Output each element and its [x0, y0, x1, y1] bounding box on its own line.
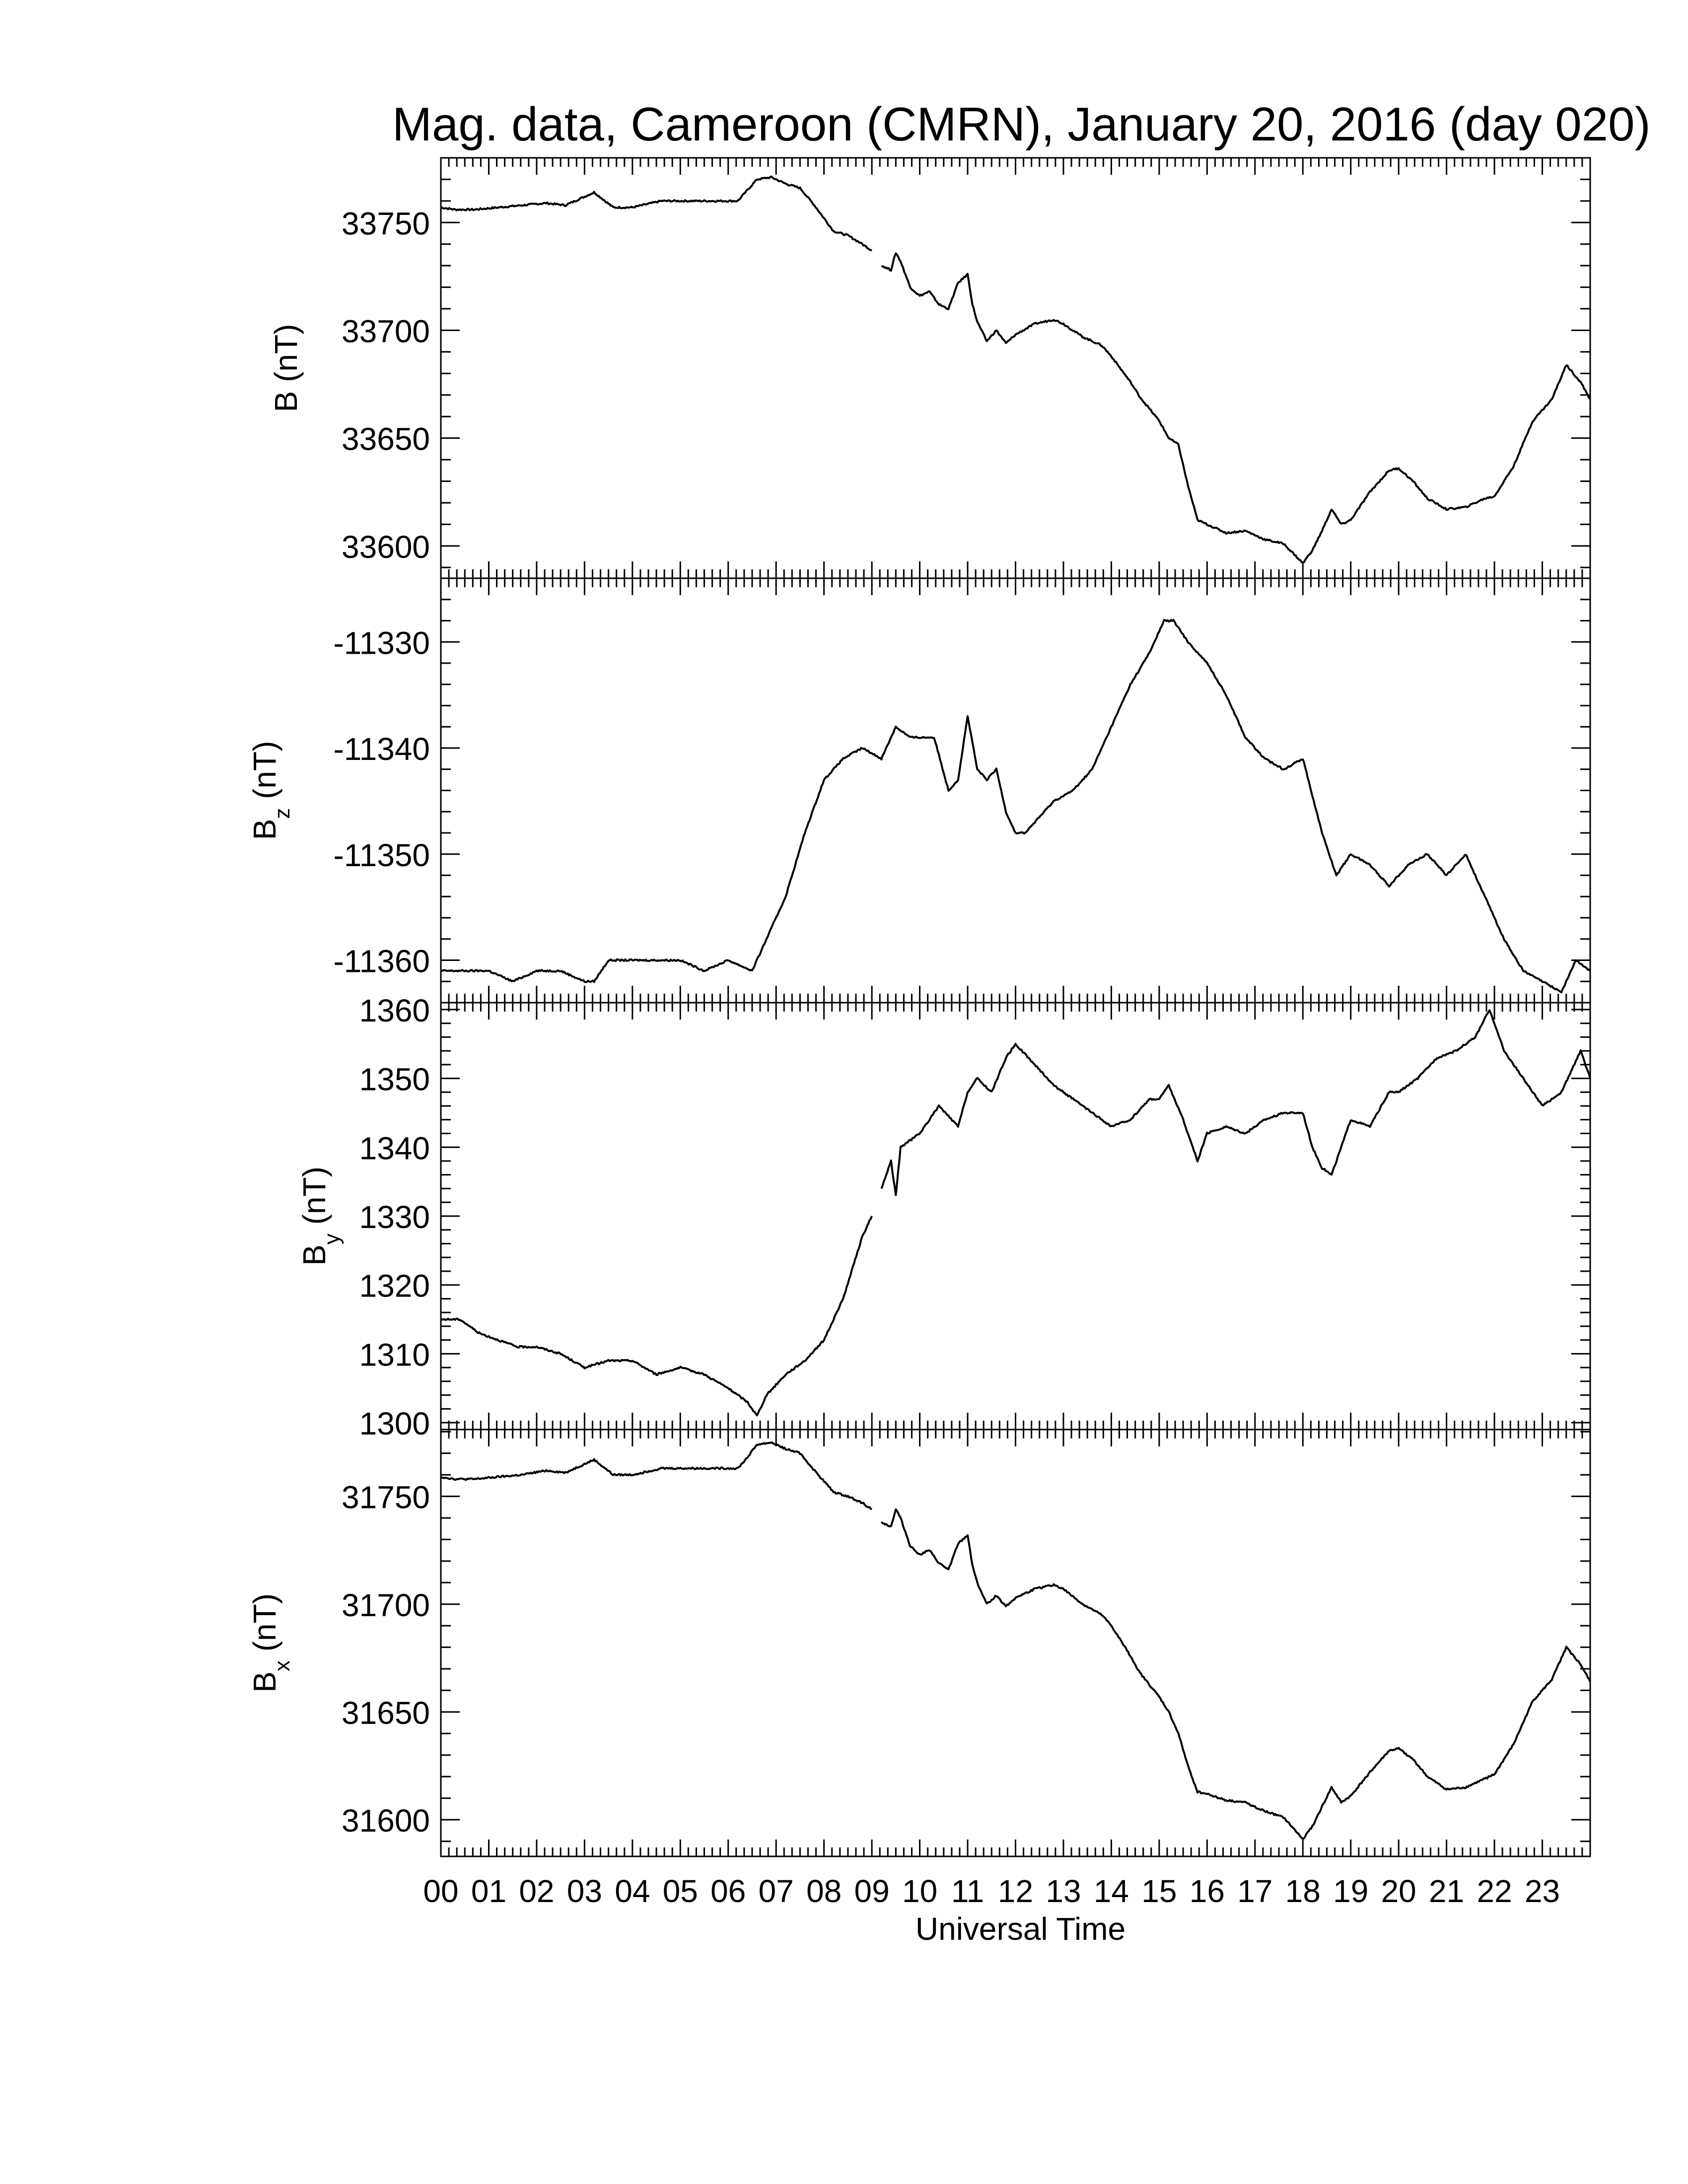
y-tick-label: 33700: [342, 313, 430, 349]
y-axis-label-main: B: [247, 819, 282, 840]
panel-frame-By: [440, 1002, 1591, 1431]
x-tick-label: 22: [1477, 1873, 1512, 1909]
y-tick-label: 33650: [342, 421, 430, 457]
panel-frame-B: [440, 157, 1591, 579]
y-tick-label: 31600: [342, 1803, 430, 1839]
y-axis-label-main: B: [296, 1244, 332, 1266]
panel-frame-Bz: [440, 577, 1591, 1004]
y-tick-label: 1310: [359, 1337, 430, 1372]
y-axis-label-B: B (nT): [268, 324, 304, 412]
x-tick-label: 05: [663, 1873, 698, 1909]
x-tick-label: 02: [519, 1873, 554, 1909]
y-tick-label: 1340: [359, 1130, 430, 1166]
y-tick-label: 1300: [359, 1406, 430, 1441]
x-tick-label: 19: [1333, 1873, 1368, 1909]
x-tick-label: 10: [902, 1873, 937, 1909]
series-line-Bx: [880, 1508, 1591, 1840]
y-axis-label-main: B: [247, 1671, 282, 1693]
y-axis-label-Bz: Bz (nT): [247, 741, 294, 840]
x-tick-label: 00: [423, 1873, 458, 1909]
series-line-By: [440, 1216, 873, 1417]
series-line-Bx: [441, 1441, 872, 1510]
y-tick-label: 31650: [342, 1695, 430, 1731]
series-line-Bz: [440, 618, 1591, 994]
y-axis-label-By: By (nT): [296, 1166, 344, 1266]
y-tick-label: 33600: [342, 529, 430, 565]
x-tick-label: 13: [1046, 1873, 1081, 1909]
y-axis-label-unit: (nT): [296, 1166, 332, 1233]
y-tick-label: 1320: [359, 1268, 430, 1304]
panel-frame-Bx: [440, 1429, 1591, 1857]
y-tick-label: 33750: [342, 205, 430, 241]
y-tick-label: 1350: [359, 1062, 430, 1097]
x-tick-label: 20: [1381, 1873, 1416, 1909]
x-tick-label: 11: [951, 1873, 984, 1909]
x-tick-label: 06: [710, 1873, 746, 1909]
y-tick-label: -11350: [333, 837, 430, 873]
x-tick-label: 01: [471, 1873, 506, 1909]
y-tick-label: 31700: [342, 1587, 430, 1623]
y-axis-label-unit: (nT): [247, 741, 282, 808]
x-tick-label: 12: [998, 1873, 1033, 1909]
x-tick-label: 17: [1237, 1873, 1272, 1909]
y-tick-label: 31750: [342, 1480, 430, 1515]
x-tick-label: 14: [1094, 1873, 1129, 1909]
x-tick-label: 09: [854, 1873, 890, 1909]
x-tick-label: 15: [1141, 1873, 1177, 1909]
x-tick-label: 23: [1525, 1873, 1560, 1909]
x-tick-label: 21: [1429, 1873, 1464, 1909]
y-axis-label-Bx: Bx (nT): [247, 1593, 294, 1693]
x-tick-label: 08: [806, 1873, 842, 1909]
x-axis-label: Universal Time: [915, 1911, 1125, 1947]
y-tick-label: 1360: [359, 993, 430, 1028]
y-tick-label: -11340: [333, 731, 430, 767]
y-axis-label-subscript: z: [270, 808, 294, 819]
y-tick-label: -11330: [333, 625, 430, 661]
x-tick-label: 03: [567, 1873, 602, 1909]
y-tick-label: 1330: [359, 1199, 430, 1235]
y-axis-label-unit: (nT): [247, 1593, 282, 1660]
series-line-B: [881, 252, 1591, 564]
series-line-By: [880, 1009, 1591, 1196]
series-line-B: [440, 175, 872, 252]
x-tick-label: 07: [759, 1873, 794, 1909]
y-axis-label-unit: (nT): [268, 324, 304, 391]
y-tick-label: -11360: [333, 944, 430, 979]
y-axis-label-subscript: x: [270, 1660, 294, 1671]
x-tick-label: 18: [1285, 1873, 1321, 1909]
x-tick-label: 16: [1190, 1873, 1225, 1909]
y-axis-label-subscript: y: [320, 1233, 344, 1244]
y-axis-label-main: B: [268, 391, 304, 412]
chart-title: Mag. data, Cameroon (CMRN), January 20, …: [392, 98, 1651, 151]
x-tick-label: 04: [615, 1873, 650, 1909]
